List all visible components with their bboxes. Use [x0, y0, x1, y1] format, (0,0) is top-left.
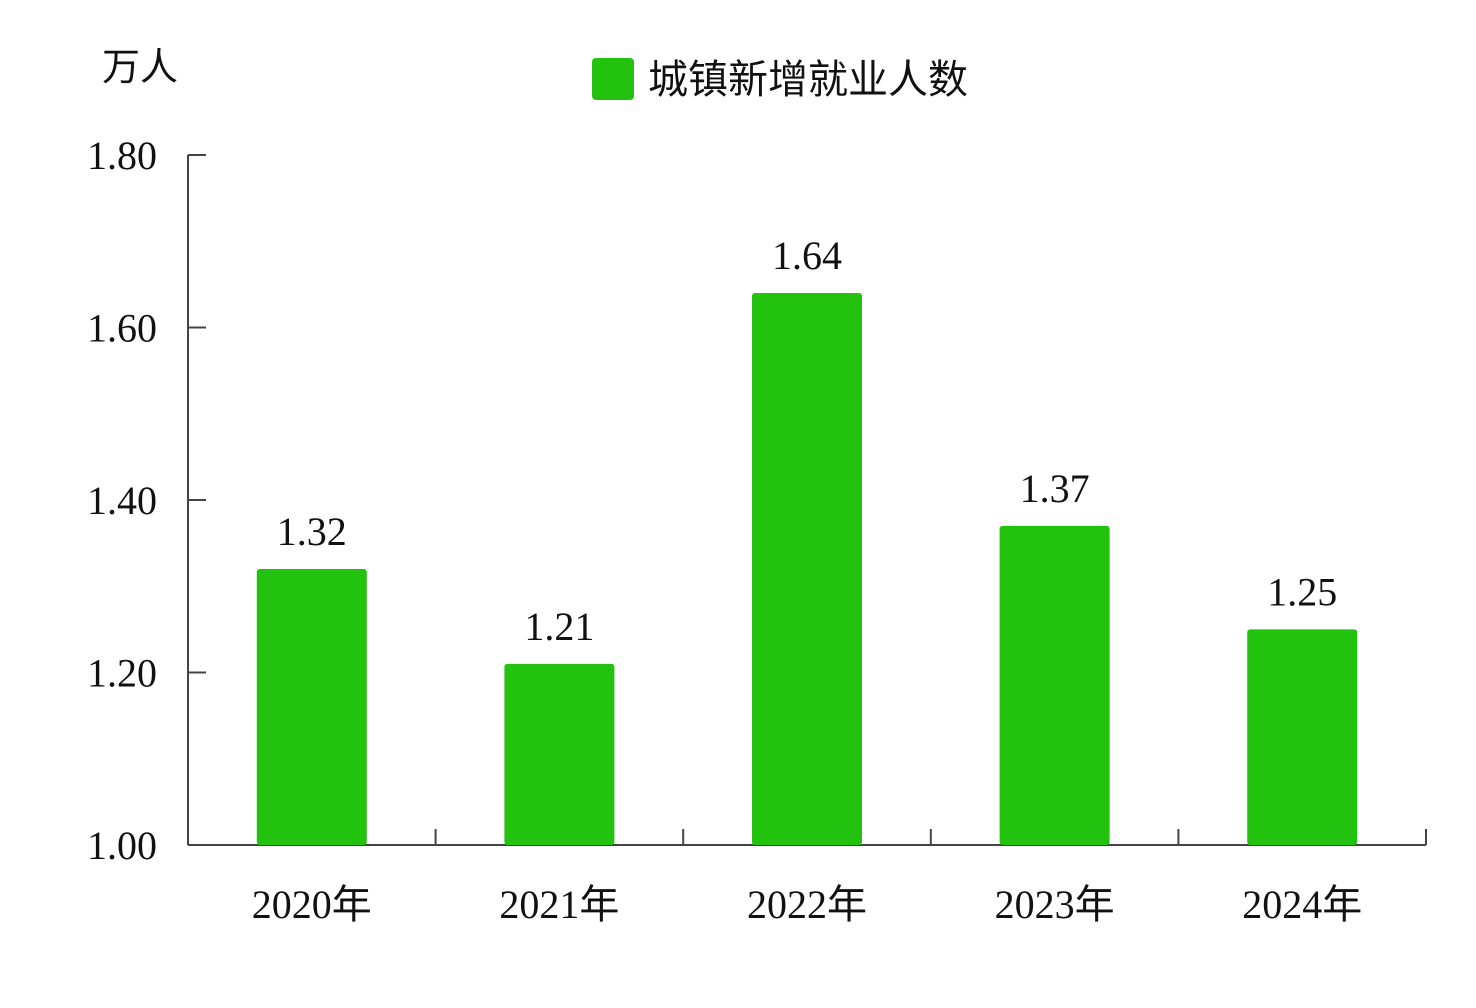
data-label: 1.21 [524, 604, 594, 649]
y-tick-label: 1.40 [87, 478, 157, 523]
y-tick-label: 1.60 [87, 306, 157, 351]
y-axis-ticks: 1.00 1.20 1.40 1.60 1.80 [87, 133, 206, 868]
bar-2024年 [1247, 629, 1358, 845]
data-labels: 1.32 1.21 1.64 1.37 1.25 [277, 233, 1337, 649]
bar-2022年 [752, 293, 862, 845]
y-tick-label: 1.00 [87, 823, 157, 868]
y-axis-unit-label: 万人 [102, 47, 178, 89]
y-tick-label: 1.20 [87, 651, 157, 696]
legend: 城镇新增就业人数 [592, 57, 968, 102]
x-axis-ticks [434, 829, 1427, 845]
bar-2020年 [256, 569, 367, 845]
x-tick-label: 2021年 [499, 882, 619, 927]
data-label: 1.32 [277, 509, 347, 554]
data-label: 1.25 [1267, 569, 1337, 614]
legend-swatch [592, 58, 634, 100]
bar-2023年 [999, 525, 1110, 845]
data-label: 1.64 [772, 233, 842, 278]
bar-2021年 [504, 663, 615, 845]
x-tick-label: 2023年 [995, 882, 1115, 927]
legend-label: 城镇新增就业人数 [648, 57, 968, 102]
x-tick-label: 2020年 [252, 882, 372, 927]
y-tick-label: 1.80 [87, 133, 157, 178]
x-tick-label: 2024年 [1242, 882, 1362, 927]
x-axis-labels: 2020年 2021年 2022年 2023年 2024年 [252, 882, 1362, 927]
bars [256, 293, 1358, 845]
x-tick-label: 2022年 [747, 882, 867, 927]
data-label: 1.37 [1020, 466, 1090, 511]
